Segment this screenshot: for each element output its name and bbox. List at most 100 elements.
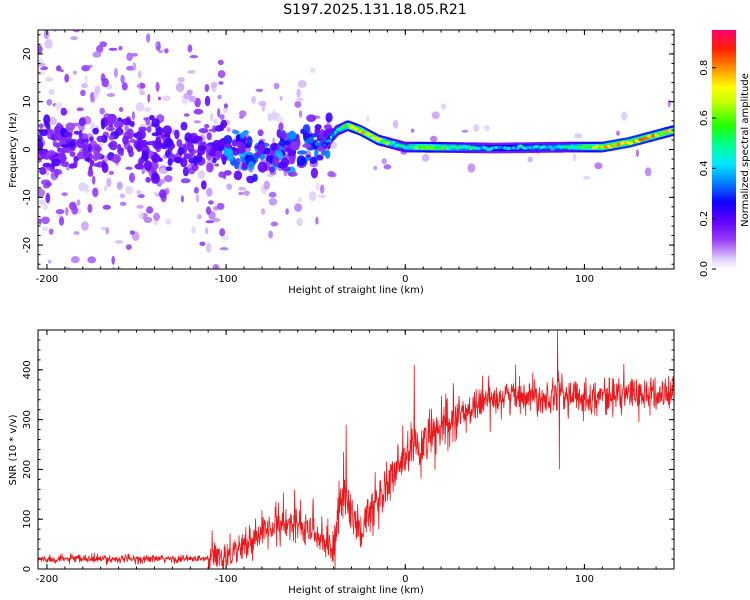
heatmap-cell xyxy=(289,155,296,165)
heatmap-cell xyxy=(120,74,125,84)
heatmap-cell xyxy=(317,194,327,199)
heatmap-cell xyxy=(257,161,268,173)
heatmap-cell xyxy=(218,171,226,178)
heatmap-cell xyxy=(164,48,169,54)
heatmap-cell xyxy=(381,158,387,165)
heatmap-cell xyxy=(81,65,90,72)
heatmap-cell xyxy=(106,93,116,97)
y-tick-label: 200 xyxy=(22,460,33,479)
heatmap-cell xyxy=(129,172,135,183)
heatmap-cell xyxy=(330,133,337,137)
heatmap-cell xyxy=(133,278,138,282)
heatmap-cell xyxy=(193,186,199,194)
heatmap-cell xyxy=(174,156,182,164)
heatmap-cell xyxy=(220,119,228,129)
heatmap-cell xyxy=(189,55,198,59)
heatmap-cell xyxy=(61,192,68,197)
heatmap-cell xyxy=(278,122,284,131)
heatmap-cell xyxy=(273,82,280,90)
heatmap-cell xyxy=(320,184,325,194)
heatmap-cell xyxy=(221,235,230,241)
heatmap-cell xyxy=(43,114,51,125)
heatmap-cell xyxy=(572,153,577,162)
heatmap-cell xyxy=(114,240,124,244)
heatmap-cell xyxy=(134,163,145,170)
heatmap-cell xyxy=(329,135,333,140)
heatmap-cell xyxy=(92,187,99,198)
heatmap-cell xyxy=(206,162,214,173)
heatmap-cell xyxy=(131,53,138,57)
heatmap-cell xyxy=(467,163,476,173)
colorbar-tick-label: 0.2 xyxy=(699,211,710,227)
colorbar: 0.0 0.2 0.4 0.6 0.8 Normalized spectral ampl… xyxy=(699,30,750,277)
heatmap-cell xyxy=(296,155,306,167)
heatmap-cell xyxy=(212,217,221,223)
heatmap-cell xyxy=(297,196,302,203)
heatmap-cell xyxy=(297,79,307,88)
page-title: S197.2025.131.18.05.R21 xyxy=(283,2,467,18)
heatmap-cell xyxy=(191,226,197,234)
heatmap-cell xyxy=(55,209,65,215)
heatmap-cell xyxy=(45,181,52,187)
heatmap-cell xyxy=(165,166,173,172)
heatmap-cell xyxy=(136,189,142,196)
heatmap-cell xyxy=(280,157,290,168)
heatmap-cell xyxy=(106,177,112,188)
heatmap-cell xyxy=(177,77,185,83)
heatmap-cell xyxy=(224,146,232,157)
heatmap-cell xyxy=(51,158,61,167)
heatmap-cell xyxy=(141,150,149,161)
heatmap-cell xyxy=(127,145,134,154)
heatmap-cell xyxy=(204,84,210,92)
heatmap-cell xyxy=(235,141,246,148)
heatmap-cell xyxy=(246,175,255,184)
heatmap-cell xyxy=(213,118,218,125)
heatmap-cell xyxy=(197,214,202,220)
heatmap-cell xyxy=(161,95,171,101)
heatmap-cell xyxy=(70,36,78,41)
heatmap-cell xyxy=(327,170,335,177)
heatmap-cell xyxy=(213,310,218,320)
heatmap-cell xyxy=(231,139,237,147)
heatmap-cell xyxy=(258,100,267,107)
heatmap-cell xyxy=(89,159,95,167)
heatmap-cell xyxy=(316,182,320,191)
heatmap-cell xyxy=(153,191,159,196)
heatmap-cell xyxy=(248,160,255,171)
heatmap-cell xyxy=(129,230,135,235)
heatmap-cell xyxy=(87,256,97,264)
heatmap-cell xyxy=(153,220,159,226)
heatmap-cell xyxy=(219,247,229,251)
heatmap-cell xyxy=(38,123,44,129)
heatmap-cell xyxy=(309,67,316,73)
heatmap-cell xyxy=(45,76,53,83)
y-tick-label: 400 xyxy=(22,360,33,379)
x-tick-label: -100 xyxy=(215,574,238,585)
heatmap-cell xyxy=(111,255,115,265)
heatmap-cell xyxy=(89,136,94,142)
heatmap-cell xyxy=(138,157,145,164)
heatmap-cell xyxy=(267,113,272,122)
heatmap-cell xyxy=(217,59,224,65)
heatmap-cell xyxy=(303,132,311,139)
heatmap-cell xyxy=(216,146,225,152)
heatmap-cell xyxy=(121,118,132,126)
heatmap-cell xyxy=(116,181,123,190)
heatmap-cell xyxy=(52,142,63,148)
heatmap-cell xyxy=(121,82,128,91)
heatmap-cell xyxy=(165,218,172,225)
heatmap-cell xyxy=(409,144,412,148)
heatmap-cell xyxy=(96,45,104,54)
heatmap-cell xyxy=(216,202,225,210)
heatmap-cell xyxy=(108,135,115,141)
heatmap-cell xyxy=(233,170,243,181)
heatmap-cell xyxy=(238,191,244,196)
heatmap-cell xyxy=(667,99,671,108)
heatmap-cell xyxy=(550,147,555,151)
heatmap-cell xyxy=(99,41,107,48)
colorbar-tick-label: 0.6 xyxy=(699,110,710,126)
heatmap-cell xyxy=(268,166,275,173)
heatmap-cell xyxy=(255,88,264,93)
heatmap-cell xyxy=(136,204,144,209)
heatmap-cell xyxy=(145,33,151,43)
